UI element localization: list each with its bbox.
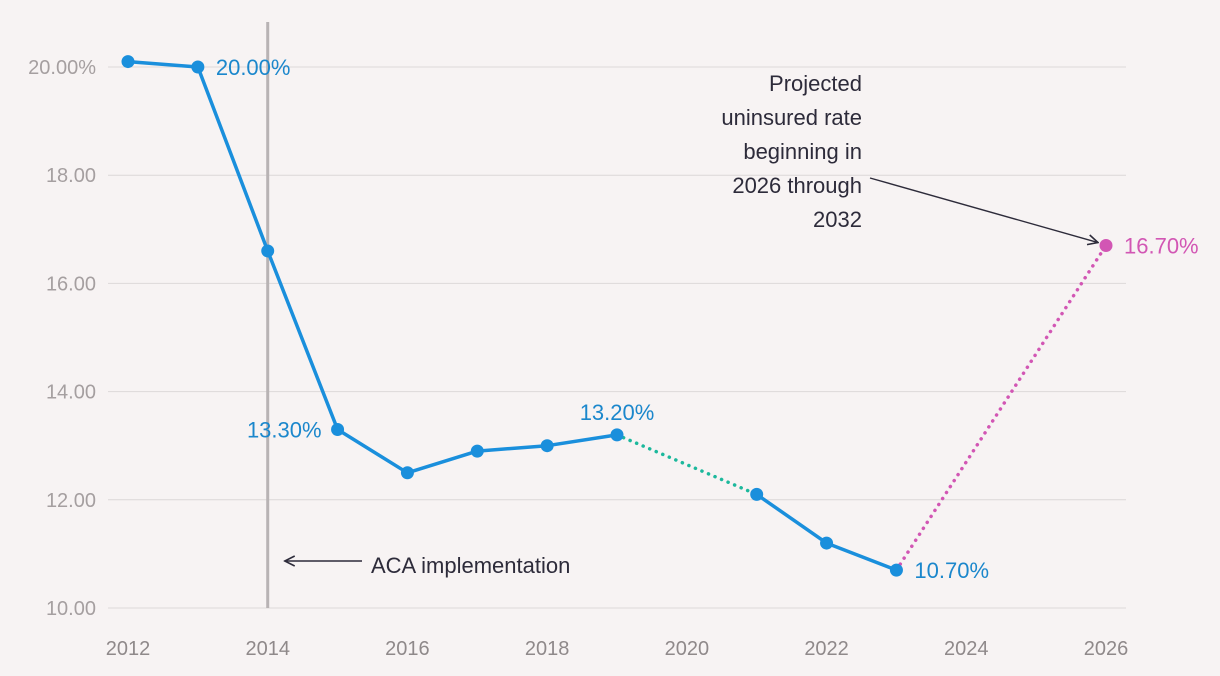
x-tick-label: 2012 [106, 638, 151, 660]
series-line-3 [754, 492, 899, 572]
data-point [121, 55, 135, 69]
data-label: 10.70% [914, 558, 989, 583]
data-label: 16.70% [1124, 234, 1199, 259]
y-tick-label: 12.00 [46, 490, 96, 512]
x-tick-label: 2026 [1084, 638, 1129, 660]
x-tick-label: 2020 [665, 638, 710, 660]
projection-annotation-line: uninsured rate [721, 105, 862, 130]
data-point [470, 444, 484, 458]
y-tick-label: 20.00% [28, 57, 96, 79]
data-point [540, 439, 554, 453]
y-tick-label: 16.00 [46, 273, 96, 295]
data-point [1099, 239, 1113, 253]
data-point [750, 487, 764, 501]
data-label: 13.30% [247, 417, 322, 442]
data-point [331, 422, 345, 436]
x-tick-label: 2022 [804, 638, 849, 660]
data-point [820, 536, 834, 550]
x-tick-label: 2018 [525, 638, 570, 660]
data-point [261, 244, 275, 258]
y-tick-label: 18.00 [46, 165, 96, 187]
data-point [610, 428, 624, 442]
projection-annotation-line: 2032 [813, 207, 862, 232]
data-label: 13.20% [580, 400, 655, 425]
x-tick-label: 2016 [385, 638, 430, 660]
projection-arrow [869, 177, 1098, 243]
y-tick-label: 10.00 [46, 598, 96, 620]
data-point [889, 563, 903, 577]
projection-annotation-line: 2026 through [732, 173, 862, 198]
data-point [191, 60, 205, 74]
x-tick-label: 2014 [245, 638, 290, 660]
series-line-2 [615, 433, 759, 497]
aca-implementation-label: ACA implementation [371, 553, 570, 578]
x-tick-label: 2024 [944, 638, 989, 660]
projection-annotation-line: Projected [769, 71, 862, 96]
projection-annotation-line: beginning in [743, 139, 862, 164]
series-line-1 [126, 59, 619, 475]
series-line-4 [894, 243, 1108, 572]
data-point [400, 466, 414, 480]
data-label: 20.00% [216, 55, 291, 80]
y-tick-label: 14.00 [46, 382, 96, 404]
